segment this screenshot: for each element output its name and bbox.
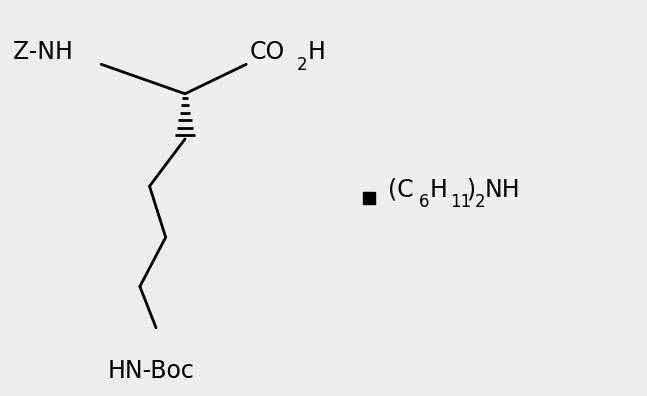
Text: ): )	[466, 178, 476, 202]
Text: 6: 6	[419, 192, 430, 211]
Text: (C: (C	[388, 178, 413, 202]
Text: 2: 2	[296, 56, 307, 74]
Text: HN-Boc: HN-Boc	[107, 359, 195, 383]
Text: NH: NH	[485, 178, 520, 202]
Text: H: H	[307, 40, 325, 64]
Text: 2: 2	[475, 192, 485, 211]
Text: CO: CO	[249, 40, 285, 64]
Text: H: H	[429, 178, 447, 202]
Text: Z-NH: Z-NH	[13, 40, 73, 64]
Text: 11: 11	[450, 192, 472, 211]
